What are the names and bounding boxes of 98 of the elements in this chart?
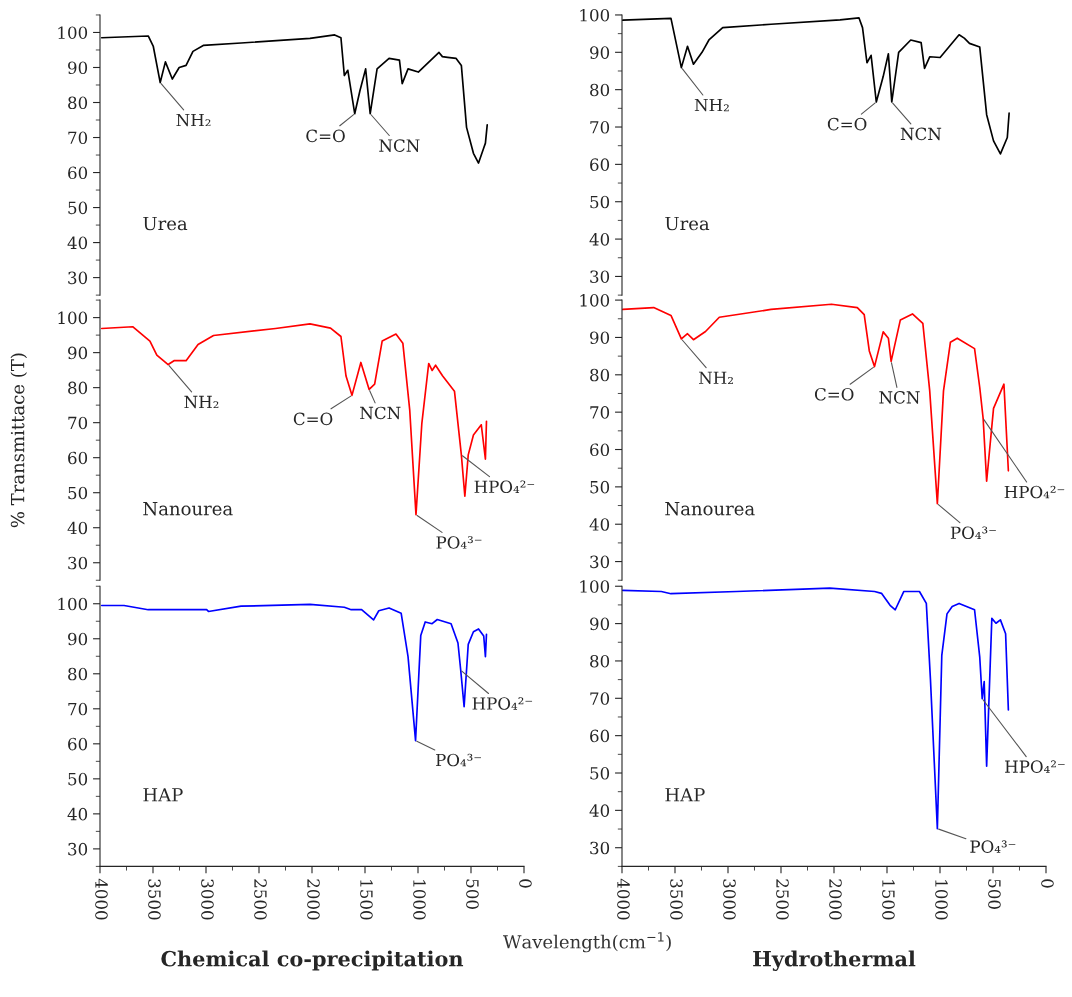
y-tick-label: 80 <box>590 368 610 382</box>
y-tick-label: 80 <box>68 96 88 110</box>
x-tick-label: 500 <box>466 879 479 909</box>
x-tick-label: 4000 <box>95 878 108 920</box>
annotation: HPO₄²⁻ <box>1005 760 1065 773</box>
x-tick-label: 500 <box>988 879 1001 909</box>
annotation: HAP <box>143 788 183 802</box>
annotation: C=O <box>293 412 333 426</box>
y-tick-label: 90 <box>68 346 88 360</box>
annotation: NCN <box>900 127 942 141</box>
y-tick-label: 30 <box>68 271 88 285</box>
annotation: NH₂ <box>176 113 211 127</box>
y-tick-label: 60 <box>68 451 88 465</box>
y-tick-label: 60 <box>590 443 610 457</box>
y-tick-label: 40 <box>67 236 88 250</box>
y-tick-label: 50 <box>68 486 88 500</box>
text: Hydrothermal <box>753 950 916 971</box>
y-tick-label: 100 <box>58 597 88 611</box>
y-tick-label: 40 <box>589 233 610 246</box>
annotation: C=O <box>814 387 854 401</box>
y-tick-label: 70 <box>68 131 88 145</box>
y-tick-label: 40 <box>67 807 88 821</box>
y-tick-label: 60 <box>590 729 610 743</box>
y-tick-label: 90 <box>68 61 88 75</box>
x-tick-label: 1000 <box>935 880 948 920</box>
y-tick-label: 70 <box>68 416 88 430</box>
x-tick-label: 1000 <box>413 880 426 920</box>
annotation: NCN <box>379 139 420 152</box>
y-tick-label: 90 <box>590 617 610 631</box>
annotation: Nanourea <box>665 502 755 516</box>
x-tick-label: 2000 <box>307 879 320 920</box>
y-tick-label: 30 <box>68 842 88 856</box>
y-axis-title: % Transmittace (T) <box>10 353 27 528</box>
y-tick-label: 60 <box>68 166 88 180</box>
y-tick-label: 30 <box>590 555 610 569</box>
y-tick-label: 100 <box>58 311 88 325</box>
y-tick-label: 30 <box>590 841 610 855</box>
x-tick-label: 3500 <box>670 879 683 920</box>
annotation: PO₄³⁻ <box>970 840 1016 853</box>
y-tick-label: 90 <box>590 46 610 59</box>
y-tick-label: 70 <box>68 702 88 716</box>
annotation: NCN <box>879 391 920 404</box>
y-tick-label: 100 <box>580 580 610 593</box>
y-tick-label: 70 <box>590 692 610 705</box>
annotation: C=O <box>306 129 345 143</box>
line-series <box>622 17 1010 155</box>
y-tick-label: 80 <box>68 381 88 395</box>
x-axis-title: Wavelength(cm$^{−1}$) <box>503 932 671 953</box>
y-tick-label: 50 <box>590 480 610 494</box>
annotation: HPO₄²⁻ <box>472 697 533 710</box>
annotation: NH₂ <box>184 395 219 409</box>
y-tick-label: 60 <box>590 158 610 171</box>
line-series <box>100 34 489 164</box>
x-tick-label: 2500 <box>776 879 789 920</box>
y-tick-label: 30 <box>590 270 610 283</box>
y-tick-label: 100 <box>580 294 610 307</box>
y-tick-label: 60 <box>68 737 88 751</box>
y-tick-label: 80 <box>590 83 610 97</box>
x-tick-label: 3500 <box>148 879 161 920</box>
annotation: NH₂ <box>699 371 733 385</box>
y-tick-label: 30 <box>68 556 88 570</box>
annotation: Urea <box>665 216 710 231</box>
y-tick-label: 40 <box>589 518 610 531</box>
y-tick-label: 80 <box>590 654 610 668</box>
annotation: HAP <box>665 788 705 802</box>
annotation: HPO₄²⁻ <box>474 480 535 494</box>
annotation: NCN <box>360 406 401 420</box>
annotation: Nanourea <box>143 502 233 516</box>
y-tick-label: 100 <box>58 26 88 40</box>
x-tick-label: 2500 <box>254 879 267 920</box>
y-tick-label: 100 <box>580 8 610 22</box>
y-tick-label: 50 <box>68 772 88 786</box>
y-tick-label: 40 <box>589 804 610 817</box>
x-tick-label: 4000 <box>617 878 630 920</box>
y-tick-label: 70 <box>590 406 610 419</box>
annotation: PO₄³⁻ <box>950 526 996 540</box>
x-tick-label: 1500 <box>882 880 895 920</box>
x-tick-label: 3000 <box>723 879 736 920</box>
y-tick-label: 90 <box>68 632 88 646</box>
x-tick-label: 1500 <box>360 880 373 920</box>
annotation: C=O <box>827 117 867 131</box>
x-tick-label: 3000 <box>201 879 214 920</box>
y-tick-label: 90 <box>590 331 610 345</box>
annotation: NH₂ <box>694 98 729 112</box>
y-tick-label: 80 <box>68 667 88 681</box>
y-tick-label: 50 <box>590 766 610 780</box>
y-tick-label: 50 <box>590 195 610 209</box>
annotation: Urea <box>143 216 188 231</box>
annotation: HPO₄²⁻ <box>1004 485 1065 499</box>
y-tick-label: 50 <box>68 201 88 215</box>
x-tick-label: 0 <box>1041 879 1054 888</box>
annotation: PO₄³⁻ <box>436 536 482 549</box>
annotation: PO₄³⁻ <box>436 753 482 767</box>
text: Chemical co-precipitation <box>161 950 464 971</box>
x-tick-label: 2000 <box>829 879 842 920</box>
x-tick-label: 0 <box>519 879 532 888</box>
y-tick-label: 40 <box>67 521 88 535</box>
y-tick-label: 70 <box>590 120 610 134</box>
